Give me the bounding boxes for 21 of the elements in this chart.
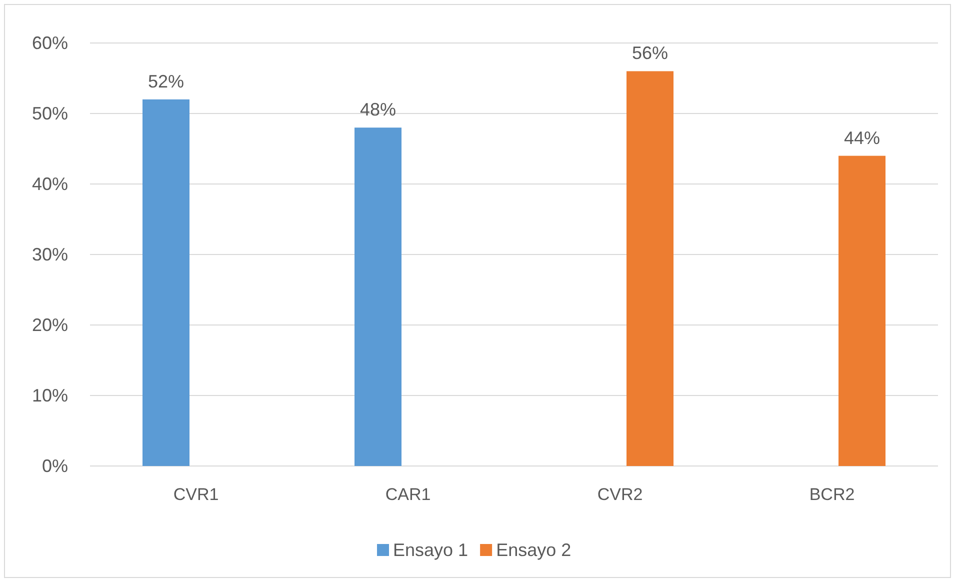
data-label: 44%	[844, 128, 880, 148]
x-tick-label: CVR2	[597, 485, 643, 504]
data-label: 52%	[148, 71, 184, 92]
data-label: 48%	[360, 100, 396, 120]
y-tick-label: 60%	[32, 32, 68, 53]
legend-label: Ensayo 2	[496, 540, 572, 560]
x-tick-label: BCR2	[809, 485, 855, 504]
y-tick-label: 40%	[32, 174, 68, 194]
bar	[626, 71, 674, 466]
y-tick-label: 20%	[32, 314, 68, 335]
data-label: 56%	[632, 43, 668, 64]
bar	[838, 156, 886, 466]
bar	[354, 128, 402, 466]
y-tick-label: 10%	[32, 385, 68, 406]
x-tick-label: CAR1	[385, 485, 431, 504]
x-tick-label: CVR1	[173, 485, 219, 504]
y-tick-label: 0%	[42, 456, 68, 476]
legend-label: Ensayo 1	[393, 540, 468, 560]
y-tick-label: 30%	[32, 244, 68, 264]
bar	[142, 99, 190, 466]
y-tick-label: 50%	[32, 103, 68, 124]
